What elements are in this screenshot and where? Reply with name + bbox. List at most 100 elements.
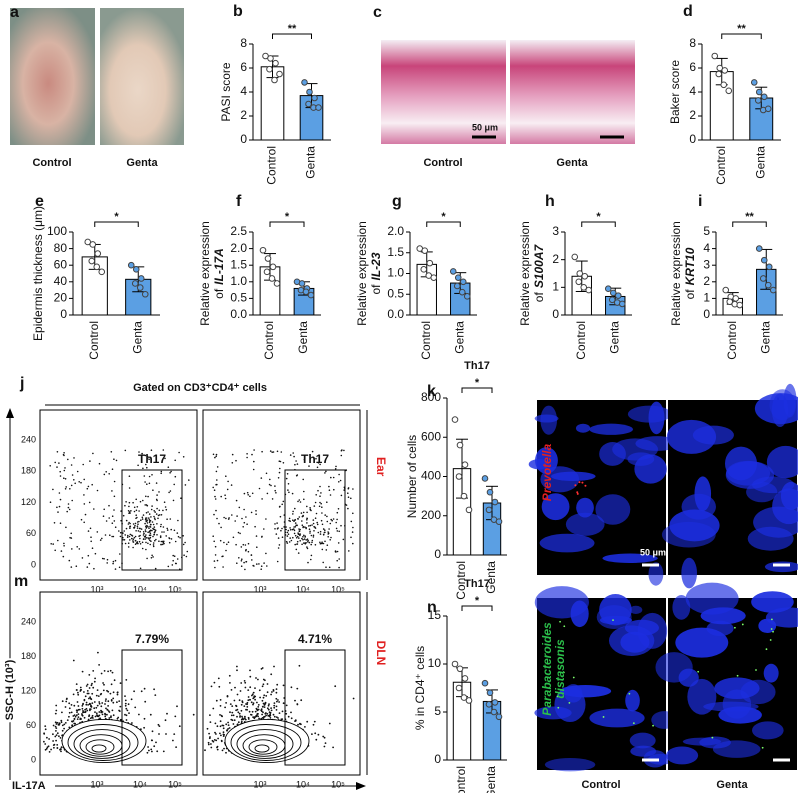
data-point [770, 287, 776, 293]
flow-event [87, 704, 89, 706]
x-tick-label: 10⁴ [296, 779, 310, 789]
flow-event [292, 537, 294, 539]
flow-event [263, 528, 265, 530]
flow-event [338, 481, 340, 483]
bacteria-signal [612, 619, 614, 621]
flow-event [226, 544, 228, 546]
flow-event [55, 713, 57, 715]
flow-event [229, 682, 231, 684]
flow-event [175, 746, 177, 748]
flow-event [275, 492, 277, 494]
flow-event [259, 697, 261, 699]
flow-event [98, 664, 100, 666]
flow-event [129, 511, 131, 513]
flow-event [233, 537, 235, 539]
flow-event [347, 508, 349, 510]
flow-event [67, 459, 69, 461]
flow-event [143, 538, 145, 540]
flow-event [249, 686, 251, 688]
flow-event [328, 486, 330, 488]
flow-event [144, 536, 146, 538]
flow-event [208, 733, 210, 735]
flow-event [88, 530, 90, 532]
data-point [94, 264, 100, 270]
flow-event [134, 525, 136, 527]
flow-event [158, 491, 160, 493]
flow-event [66, 698, 68, 700]
flow-event [298, 552, 300, 554]
flow-event [255, 711, 257, 713]
flow-event [156, 750, 158, 752]
flow-event [116, 460, 118, 462]
flow-event [215, 554, 217, 556]
flow-event [135, 536, 137, 538]
flow-event [282, 536, 284, 538]
flow-event [82, 671, 84, 673]
flow-event [319, 495, 321, 497]
flow-event [143, 534, 145, 536]
flow-event [320, 543, 322, 545]
y-axis-label-text: PASI score [219, 62, 233, 121]
flow-event [61, 747, 63, 749]
tissue-signal [571, 600, 589, 627]
y-axis-label: Number of cells [405, 435, 419, 518]
flow-event [296, 475, 298, 477]
flow-event [322, 562, 324, 564]
flow-event [142, 500, 144, 502]
flow-event [247, 492, 249, 494]
flow-event [125, 543, 127, 545]
flow-event [222, 566, 224, 568]
flow-event [63, 477, 65, 479]
flow-event [154, 540, 156, 542]
data-point [277, 71, 283, 77]
flow-event [299, 723, 301, 725]
stain-label: Parabacteroides [540, 622, 554, 716]
data-point [90, 242, 96, 248]
flow-event [263, 694, 265, 696]
flow-event [241, 518, 243, 520]
y-tick-label: 60 [26, 720, 36, 730]
flow-event [254, 699, 256, 701]
flow-event [309, 542, 311, 544]
flow-event [320, 492, 322, 494]
bacteria-signal [772, 631, 774, 633]
flow-event [307, 562, 309, 564]
data-point [99, 269, 105, 275]
bacteria-signal [557, 707, 559, 709]
flow-event [54, 550, 56, 552]
flow-event [119, 706, 121, 708]
flow-event [138, 510, 140, 512]
data-point [761, 257, 767, 263]
flow-event [144, 718, 146, 720]
flow-event [252, 493, 254, 495]
flow-event [82, 557, 84, 559]
flow-event [63, 454, 65, 456]
y-axis-label-text: Relative expression [518, 221, 532, 326]
flow-event [350, 498, 352, 500]
flow-event [241, 716, 243, 718]
flow-event [100, 539, 102, 541]
flow-event [125, 700, 127, 702]
bacteria-signal [574, 484, 576, 486]
flow-event [60, 748, 62, 750]
flow-event [117, 694, 119, 696]
flow-event [182, 535, 184, 537]
flow-event [115, 568, 117, 570]
tissue-signal [589, 424, 633, 435]
flow-event [106, 690, 108, 692]
flow-event [335, 466, 337, 468]
flow-event [294, 700, 296, 702]
flow-event [220, 540, 222, 542]
flow-event [90, 708, 92, 710]
flow-event [238, 721, 240, 723]
flow-event [72, 715, 74, 717]
flow-event [208, 742, 210, 744]
flow-event [164, 501, 166, 503]
x-tick-label: Control [725, 321, 739, 360]
flow-event [93, 508, 95, 510]
tissue-signal [675, 628, 728, 658]
data-point [456, 685, 462, 691]
flow-event [105, 698, 107, 700]
flow-event [52, 733, 54, 735]
